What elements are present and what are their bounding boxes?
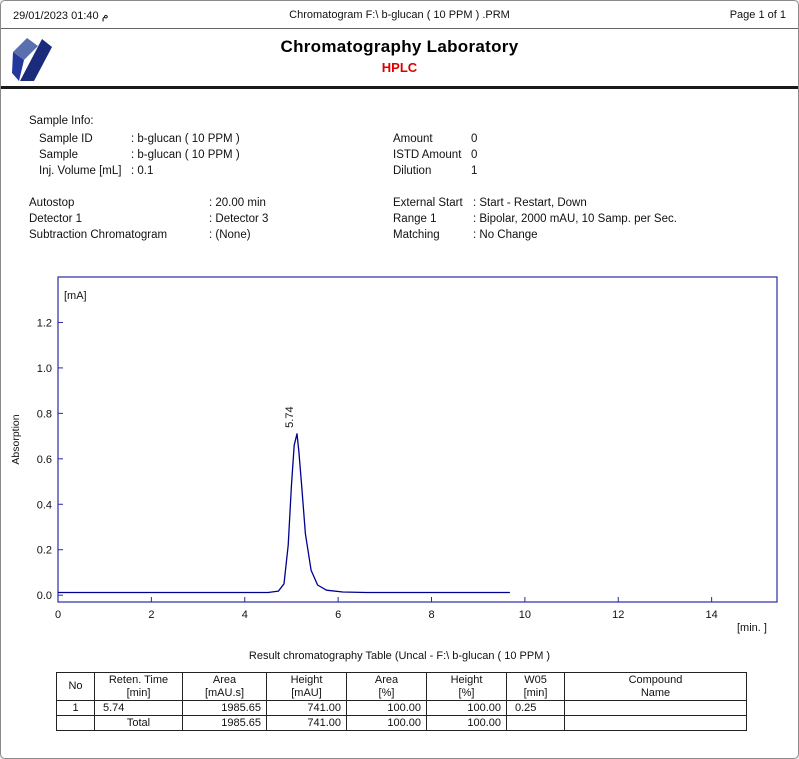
info-label: Subtraction Chromatogram: [29, 229, 168, 241]
svg-text:[min. ]: [min. ]: [737, 622, 767, 634]
info-label: Dilution: [393, 165, 432, 177]
info-row: External Start : Start - Restart, Down: [393, 197, 798, 209]
svg-text:0.4: 0.4: [37, 499, 52, 511]
info-value: 1: [471, 165, 478, 177]
info-row: Amount 0: [393, 133, 798, 145]
document-path-title: Chromatogram F:\ b-glucan ( 10 PPM ) .PR…: [289, 9, 510, 21]
info-label: Sample ID: [39, 133, 93, 145]
cell-total-compound-empty: [564, 715, 747, 731]
cell-no-empty: [56, 715, 95, 731]
col-header-w05: W05 [min]: [506, 672, 565, 701]
table-row-total: Total 1985.65 741.00 100.00 100.00: [56, 715, 747, 731]
cell-area: 1985.65: [182, 700, 267, 716]
info-value: : 20.00 min: [209, 197, 266, 209]
lab-title: Chromatography Laboratory: [280, 37, 519, 56]
info-label: Sample: [39, 149, 78, 161]
info-value: 0: [471, 133, 478, 145]
table-row-peak: 1 5.74 1985.65 741.00 100.00 100.00 0.25: [56, 700, 747, 716]
svg-text:0.0: 0.0: [37, 590, 52, 602]
col-header-area: Area [mAU.s]: [182, 672, 267, 701]
info-label: Range 1: [393, 213, 437, 225]
info-value: : Bipolar, 2000 mAU, 10 Samp. per Sec.: [473, 213, 677, 225]
col-header-height-pct: Height [%]: [426, 672, 507, 701]
info-row: Autostop : 20.00 min: [29, 197, 393, 209]
cell-height-pct: 100.00: [426, 700, 507, 716]
info-value: 0: [471, 149, 478, 161]
info-label: Inj. Volume [mL]: [39, 165, 122, 177]
info-label: Autostop: [29, 197, 75, 209]
page-number: Page 1 of 1: [729, 9, 786, 21]
col-header-area-pct: Area [%]: [346, 672, 427, 701]
info-label: Detector 1: [29, 213, 83, 225]
cell-area-pct: 100.00: [346, 700, 427, 716]
info-row: Matching : No Change: [393, 229, 798, 241]
info-value: : 0.1: [131, 165, 154, 177]
info-label: External Start: [393, 197, 463, 209]
info-value: : b-glucan ( 10 PPM ): [131, 133, 240, 145]
svg-text:1.0: 1.0: [37, 363, 52, 375]
print-datetime: 29/01/2023 01:40 م: [13, 10, 109, 22]
cell-no: 1: [56, 700, 95, 716]
info-row: ISTD Amount 0: [393, 149, 798, 161]
svg-text:14: 14: [706, 609, 718, 621]
method-title-hplc: HPLC: [381, 60, 418, 75]
col-header-no: No: [56, 672, 95, 701]
cell-total-w05-empty: [506, 715, 565, 731]
svg-text:0.8: 0.8: [37, 408, 52, 420]
result-table-header-row: No Reten. Time [min] Area [mAU.s] Height [m…: [56, 672, 747, 701]
cell-total-height-pct: 100.00: [426, 715, 507, 731]
info-row: Inj. Volume [mL] : 0.1: [39, 165, 393, 177]
info-label: ISTD Amount: [393, 149, 462, 161]
info-value: : Detector 3: [209, 213, 269, 225]
svg-text:0.6: 0.6: [37, 454, 52, 466]
svg-text:[mA]: [mA]: [64, 290, 87, 302]
svg-text:4: 4: [242, 609, 248, 621]
method-info-block: Autostop : 20.00 min Detector 1 : Detect…: [1, 197, 798, 245]
info-value: : (None): [209, 229, 251, 241]
result-table-caption: Result chromatography Table (Uncal - F:\…: [248, 650, 551, 662]
info-value: : Start - Restart, Down: [473, 197, 587, 209]
svg-text:1.2: 1.2: [37, 317, 52, 329]
svg-text:0.2: 0.2: [37, 545, 52, 557]
col-header-retention: Reten. Time [min]: [94, 672, 183, 701]
info-value: : b-glucan ( 10 PPM ): [131, 149, 240, 161]
svg-text:6: 6: [335, 609, 341, 621]
cell-compound: [564, 700, 747, 716]
sample-info-block: Sample ID : b-glucan ( 10 PPM ) Sample :…: [1, 133, 798, 181]
info-row: Sample : b-glucan ( 10 PPM ): [39, 149, 393, 161]
lab-logo-icon: [12, 38, 52, 81]
svg-text:12: 12: [612, 609, 624, 621]
col-header-height: Height [mAU]: [266, 672, 347, 701]
info-row: Sample ID : b-glucan ( 10 PPM ): [39, 133, 393, 145]
result-table: No Reten. Time [min] Area [mAU.s] Height [m…: [56, 672, 747, 731]
col-header-compound: Compound Name: [564, 672, 747, 701]
info-row: Range 1 : Bipolar, 2000 mAU, 10 Samp. pe…: [393, 213, 798, 225]
svg-text:10: 10: [519, 609, 531, 621]
cell-total-area-pct: 100.00: [346, 715, 427, 731]
svg-text:8: 8: [428, 609, 434, 621]
sample-info-heading: Sample Info:: [29, 115, 94, 127]
chromatogram-plot: 0.0 0.2 0.4 0.6 0.8 1.0 1.2 0 2 4 6 8 10 12 14 [mA] [min…: [10, 276, 778, 634]
info-value: : No Change: [473, 229, 538, 241]
chromatogram-chart: 0.0 0.2 0.4 0.6 0.8 1.0 1.2 0 2 4 6 8 10 12 14 [mA] [min…: [9, 269, 798, 642]
cell-total-label: Total: [94, 715, 183, 731]
page-header: 29/01/2023 01:40 م Chromatogram F:\ b-gl…: [1, 1, 798, 29]
cell-retention: 5.74: [94, 700, 183, 716]
cell-w05: 0.25: [506, 700, 565, 716]
info-row: Dilution 1: [393, 165, 798, 177]
info-label: Amount: [393, 133, 433, 145]
svg-text:0: 0: [55, 609, 61, 621]
cell-height: 741.00: [266, 700, 347, 716]
cell-total-height: 741.00: [266, 715, 347, 731]
svg-text:5.74: 5.74: [284, 406, 296, 427]
info-row: Detector 1 : Detector 3: [29, 213, 393, 225]
info-row: Subtraction Chromatogram : (None): [29, 229, 393, 241]
info-label: Matching: [393, 229, 440, 241]
cell-total-area: 1985.65: [182, 715, 267, 731]
svg-text:2: 2: [148, 609, 154, 621]
title-band: Chromatography Laboratory HPLC: [1, 29, 798, 89]
svg-text:Absorption: Absorption: [10, 414, 22, 464]
